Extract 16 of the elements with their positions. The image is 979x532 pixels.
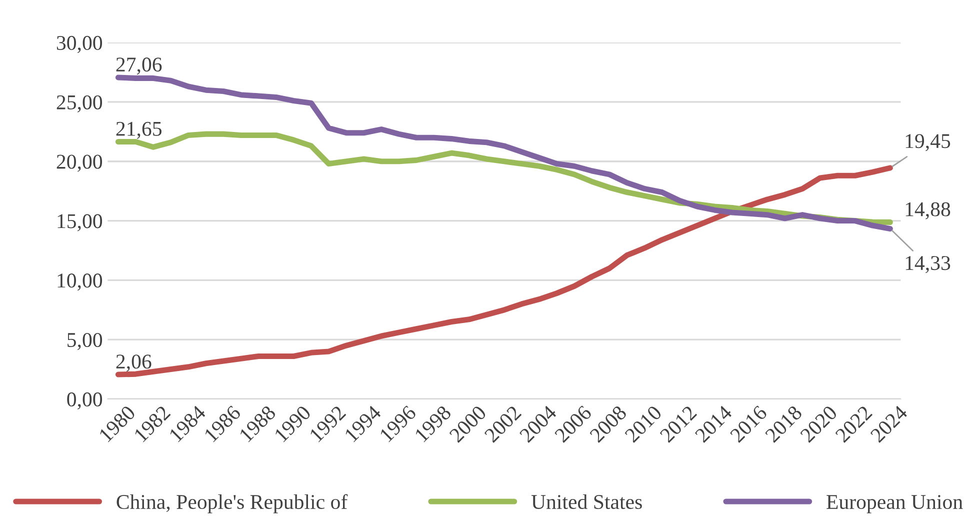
legend-label: China, People's Republic of (116, 494, 348, 514)
y-tick-label: 5,00 (68, 332, 102, 350)
y-tick-label: 25,00 (56, 95, 102, 112)
annotation: 27,06 (116, 58, 162, 75)
legend-label: United States (531, 494, 642, 510)
legend-label: European Union (826, 495, 963, 514)
y-tick-label: 0,00 (67, 392, 102, 410)
annotation: 14,33 (906, 256, 950, 274)
y-tick-label: 10,00 (58, 274, 102, 291)
annotation: 14,88 (906, 202, 950, 220)
annotation: 21,65 (116, 122, 162, 139)
annotation: 2,06 (116, 354, 152, 372)
y-tick-label: 30,00 (56, 36, 102, 53)
y-tick-label: 20,00 (56, 154, 102, 172)
y-tick-label: 15,00 (58, 214, 102, 232)
annotation: 19,45 (906, 134, 950, 152)
